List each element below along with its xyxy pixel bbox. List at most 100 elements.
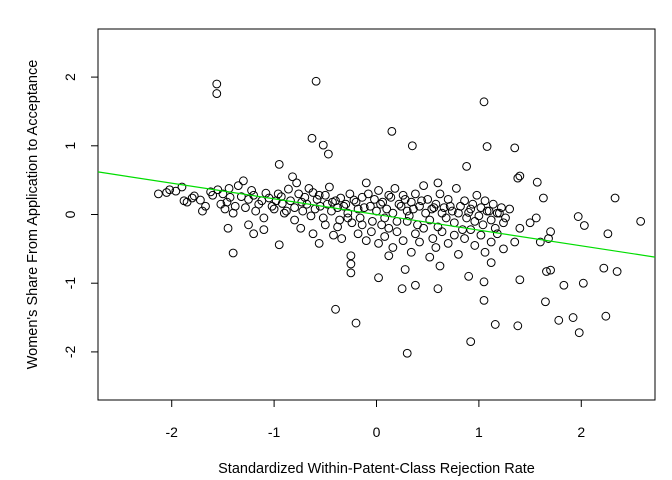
data-point bbox=[236, 192, 246, 202]
data-point bbox=[499, 244, 508, 254]
data-point bbox=[423, 194, 433, 204]
data-point bbox=[454, 249, 463, 259]
data-point bbox=[225, 192, 235, 202]
data-point bbox=[484, 206, 494, 216]
data-point bbox=[370, 194, 379, 204]
data-point bbox=[384, 251, 394, 261]
data-point bbox=[388, 243, 398, 252]
data-point bbox=[408, 204, 418, 214]
data-point bbox=[346, 251, 356, 261]
data-point bbox=[396, 201, 406, 211]
data-point bbox=[314, 190, 324, 200]
data-point bbox=[449, 230, 459, 240]
data-point bbox=[532, 177, 542, 187]
data-point bbox=[284, 184, 293, 194]
data-point bbox=[306, 211, 316, 221]
data-point bbox=[470, 241, 480, 250]
data-point bbox=[419, 181, 428, 191]
data-point bbox=[513, 173, 523, 183]
data-point bbox=[366, 227, 376, 237]
data-point bbox=[290, 215, 299, 225]
data-point bbox=[451, 183, 461, 193]
data-point bbox=[415, 201, 424, 211]
data-point bbox=[433, 178, 443, 188]
y-tick-label: 0 bbox=[62, 210, 78, 218]
data-point bbox=[377, 220, 387, 230]
x-axis-title: Standardized Within-Patent-Class Rejecti… bbox=[218, 461, 535, 477]
data-point bbox=[212, 89, 222, 98]
data-point bbox=[341, 199, 351, 209]
data-point bbox=[612, 267, 622, 276]
data-point bbox=[400, 265, 410, 274]
data-point bbox=[579, 221, 589, 230]
data-point bbox=[220, 204, 230, 214]
data-point bbox=[333, 222, 342, 232]
data-point bbox=[336, 193, 346, 203]
data-point bbox=[468, 199, 478, 209]
data-point bbox=[415, 237, 424, 247]
fit-line bbox=[97, 171, 656, 258]
data-point bbox=[331, 304, 340, 314]
data-point bbox=[212, 79, 222, 89]
data-point bbox=[323, 149, 333, 159]
data-point bbox=[244, 220, 253, 230]
data-point bbox=[322, 199, 332, 209]
data-point bbox=[431, 243, 441, 252]
data-points bbox=[154, 76, 646, 358]
data-point bbox=[544, 234, 553, 243]
data-point bbox=[486, 215, 496, 225]
data-point bbox=[428, 234, 438, 243]
data-point bbox=[296, 223, 306, 233]
data-point bbox=[402, 216, 412, 226]
data-point bbox=[599, 263, 609, 273]
data-point bbox=[361, 236, 371, 246]
data-point bbox=[554, 315, 564, 325]
data-point bbox=[474, 211, 484, 221]
data-point bbox=[510, 237, 520, 247]
data-point bbox=[402, 348, 412, 358]
data-point bbox=[425, 252, 435, 262]
data-point bbox=[397, 284, 407, 294]
data-point bbox=[230, 201, 240, 211]
data-point bbox=[274, 240, 284, 250]
data-point bbox=[433, 284, 443, 294]
data-point bbox=[241, 203, 250, 213]
data-point bbox=[439, 203, 449, 213]
data-point bbox=[479, 97, 489, 107]
data-point bbox=[363, 189, 373, 199]
data-point bbox=[411, 189, 420, 199]
data-point bbox=[346, 268, 356, 278]
data-point bbox=[531, 213, 541, 223]
data-point bbox=[351, 318, 361, 328]
data-point bbox=[339, 201, 349, 211]
data-point bbox=[470, 216, 480, 226]
data-point bbox=[392, 227, 402, 237]
data-point bbox=[259, 213, 269, 223]
data-point bbox=[601, 311, 611, 321]
data-point bbox=[376, 199, 385, 209]
data-point bbox=[162, 188, 172, 197]
data-point bbox=[559, 280, 569, 290]
data-point bbox=[329, 230, 338, 240]
data-point bbox=[308, 229, 318, 239]
data-point bbox=[541, 297, 550, 307]
data-point bbox=[318, 140, 328, 150]
x-tick-label: 2 bbox=[577, 424, 585, 440]
data-point bbox=[228, 248, 238, 258]
data-point bbox=[201, 201, 210, 211]
data-point bbox=[398, 236, 408, 246]
x-tick-label: 0 bbox=[373, 424, 381, 440]
data-point bbox=[421, 208, 431, 218]
y-tick-label: -2 bbox=[62, 345, 78, 358]
y-tick-label: -1 bbox=[62, 277, 78, 290]
data-point bbox=[320, 190, 330, 200]
y-axis-title: Women's Share From Application to Accept… bbox=[25, 60, 41, 370]
data-point bbox=[273, 189, 283, 199]
data-point bbox=[425, 215, 435, 225]
x-tick-label: -1 bbox=[268, 424, 281, 440]
data-point bbox=[462, 162, 472, 171]
data-point bbox=[254, 199, 264, 209]
data-point bbox=[610, 193, 620, 203]
data-point bbox=[165, 185, 175, 195]
data-point bbox=[374, 186, 383, 195]
